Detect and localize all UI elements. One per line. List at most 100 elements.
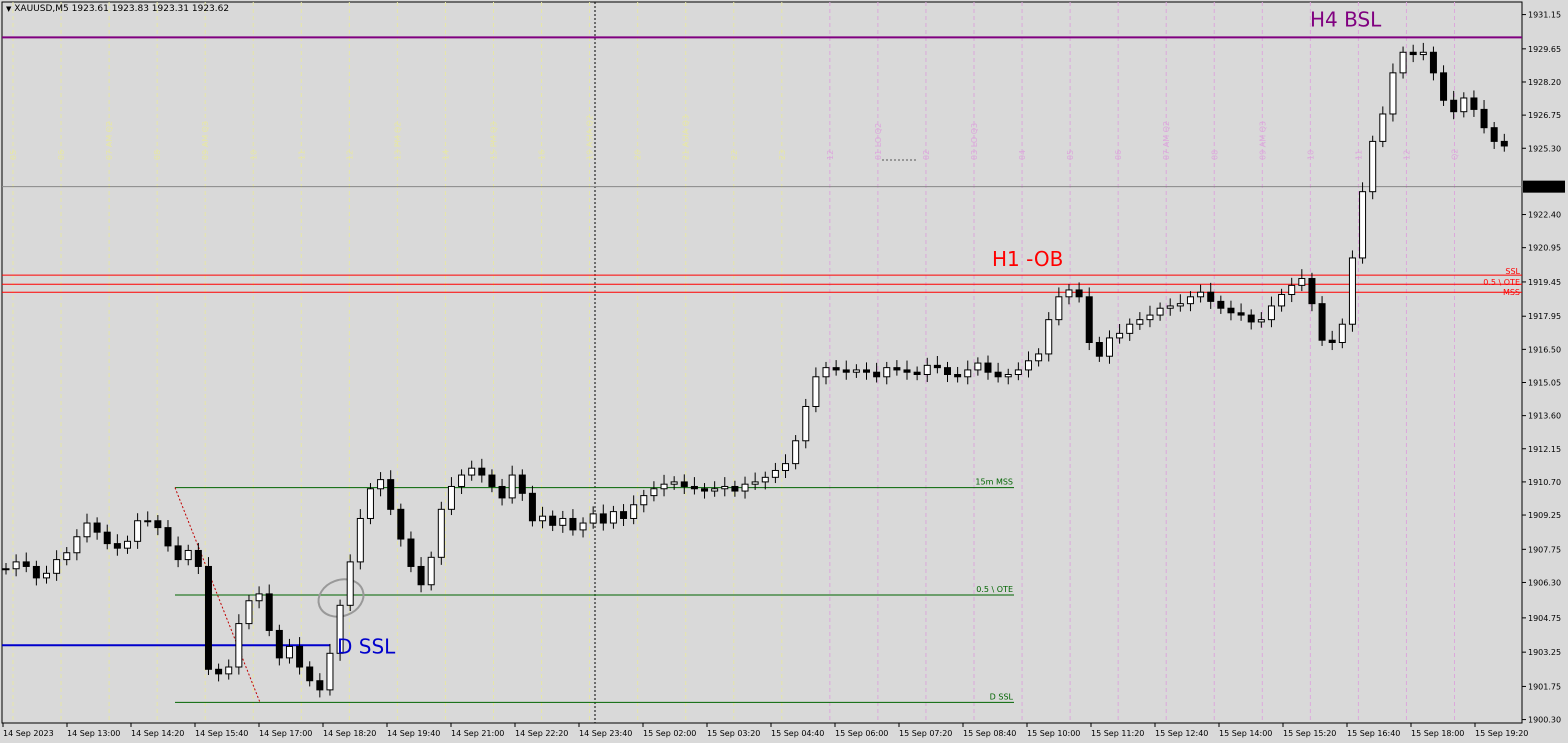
candle-body [1116, 332, 1124, 339]
candle-body [539, 515, 547, 522]
candle-body [994, 371, 1002, 378]
candle-body [680, 481, 688, 487]
mss-15m-label: 15m MSS [975, 478, 1013, 487]
candle-body [427, 556, 435, 586]
price-tick-label: 1917.95 [1528, 312, 1561, 321]
ssl-red-label: SSL [1505, 267, 1520, 276]
candle-body [83, 522, 91, 538]
candle-body [336, 604, 344, 654]
candle-body [144, 520, 152, 523]
candle-body [215, 668, 223, 675]
candle-body [1085, 296, 1093, 344]
candle-body [488, 474, 496, 487]
candle-body [1166, 305, 1174, 309]
candle-body [356, 517, 364, 563]
candle-body [620, 511, 628, 519]
candle-body [306, 666, 314, 682]
candle-body [599, 513, 607, 524]
candle-body [660, 483, 668, 490]
candle-body [528, 492, 536, 522]
price-tick-label: 1912.15 [1528, 445, 1561, 454]
candle-body [275, 629, 283, 659]
candle-body [458, 474, 466, 487]
time-tick-label: 14 Sep 17:00 [259, 729, 312, 738]
candle-body [265, 593, 273, 631]
time-tick-label: 15 Sep 18:00 [1411, 729, 1464, 738]
chart-header: ▼ XAUUSD,M5 1923.61 1923.83 1923.31 1923… [6, 4, 229, 14]
collapse-triangle-icon[interactable]: ▼ [6, 5, 12, 13]
candle-body [1267, 305, 1275, 321]
candle-body [113, 543, 121, 549]
time-tick-label: 14 Sep 15:40 [195, 729, 248, 738]
candle-body [437, 508, 445, 558]
candle-body [933, 364, 941, 369]
candle-body [701, 488, 709, 492]
candle-body [1278, 294, 1286, 307]
candle-body [559, 517, 567, 526]
candle-body [1490, 127, 1498, 142]
candle-body [711, 488, 719, 492]
candle-body [316, 680, 324, 691]
candle-body [164, 527, 172, 547]
candle-body [893, 367, 901, 371]
current-price-box [1523, 180, 1565, 193]
time-tick-label: 14 Sep 23:40 [579, 729, 632, 738]
session-label: 05 [1066, 150, 1075, 160]
candle-body [1409, 51, 1417, 56]
price-tick-label: 1901.75 [1528, 682, 1561, 691]
time-tick-label: 14 Sep 18:20 [323, 729, 376, 738]
candle-body [63, 552, 71, 561]
candle-body [174, 545, 182, 561]
session-label: 23 [778, 150, 787, 160]
session-label: 04 [1018, 150, 1027, 160]
candle-body [1257, 319, 1265, 323]
time-tick-label: 14 Sep 19:40 [387, 729, 440, 738]
session-label: 22 [730, 150, 739, 160]
session-label: 05 [9, 150, 18, 160]
candle-body [498, 485, 506, 499]
candle-body [1247, 314, 1255, 323]
candle-body [1440, 72, 1448, 101]
candle-body [731, 485, 739, 492]
candle-body [407, 538, 415, 567]
h4-bsl-label: H4 BSL [1310, 7, 1382, 31]
candle-body [1308, 278, 1316, 305]
candle-body [1419, 51, 1427, 56]
session-label: 21 ASIA Q3 [682, 115, 691, 160]
candle-body [1197, 291, 1205, 298]
candle-body [923, 364, 931, 375]
candle-body [1045, 319, 1053, 355]
session-label: 11 [297, 150, 306, 160]
price-tick-label: 1928.20 [1528, 78, 1561, 87]
price-tick-label: 1925.30 [1528, 144, 1561, 153]
candle-body [589, 513, 597, 524]
time-tick-label: 14 Sep 14:20 [131, 729, 184, 738]
session-label: 08 [1210, 150, 1219, 160]
price-tick-label: 1906.30 [1528, 578, 1561, 587]
candle-body [1136, 319, 1144, 325]
time-tick-label: 15 Sep 03:20 [707, 729, 760, 738]
candle-body [1186, 296, 1194, 305]
time-tick-label: 15 Sep 02:00 [643, 729, 696, 738]
time-tick-label: 14 Sep 13:00 [67, 729, 120, 738]
candle-body [1429, 51, 1437, 74]
session-label: 03 LO Q3 [970, 123, 979, 160]
candle-body [447, 485, 455, 510]
candle-body [204, 565, 212, 670]
candle-body [943, 367, 951, 375]
candle-body [1014, 369, 1022, 375]
time-tick-label: 15 Sep 12:40 [1155, 729, 1208, 738]
candle-body [1369, 140, 1377, 193]
candle-body [964, 369, 972, 378]
candle-body [792, 440, 800, 465]
price-tick-label: 1904.75 [1528, 614, 1561, 623]
h1-ob-label: H1 -OB [992, 247, 1063, 271]
candle-body [761, 476, 769, 483]
candle-body [751, 481, 759, 485]
candle-body [1318, 303, 1326, 341]
candle-body [1227, 307, 1235, 314]
candle-body [863, 369, 871, 373]
